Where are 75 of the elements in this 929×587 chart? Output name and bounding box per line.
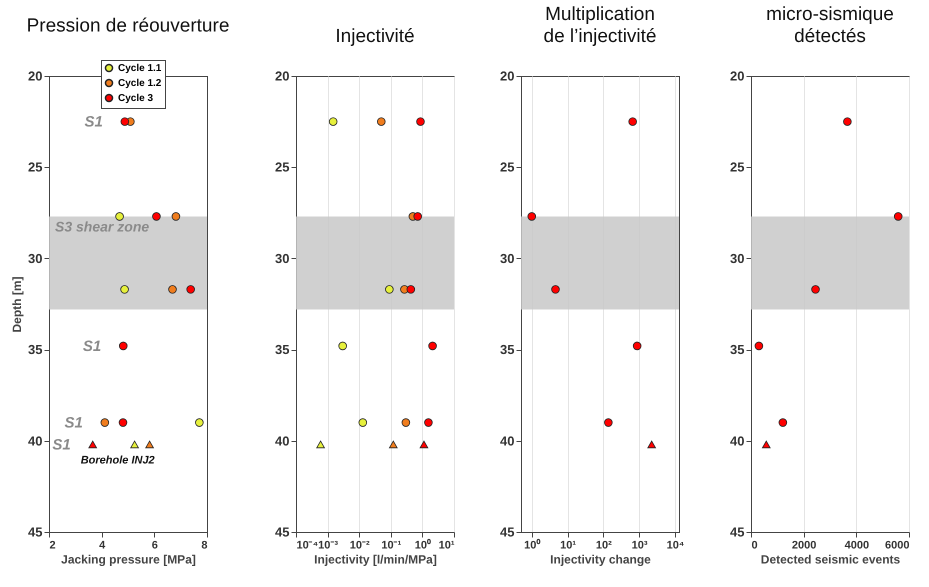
y-tick-label: 35 <box>730 342 744 358</box>
annotation: Borehole INJ2 <box>80 454 155 466</box>
y-tick-label: 20 <box>275 68 290 84</box>
point <box>186 285 195 294</box>
annotation: S1 <box>64 414 83 432</box>
y-tick-label: 45 <box>275 524 290 540</box>
y-tick-label: 40 <box>730 433 744 448</box>
point <box>152 212 161 221</box>
y-tick-label: 25 <box>275 160 290 175</box>
x-tick-label: 10⁰ <box>414 538 432 552</box>
point <box>115 212 124 221</box>
point <box>195 418 204 427</box>
x-tick-label: 10¹ <box>438 540 455 552</box>
y-tick-label: 25 <box>28 160 42 175</box>
y-tick-label: 45 <box>28 524 42 540</box>
point <box>130 440 139 448</box>
point <box>118 342 128 350</box>
x-tick-label: 10⁻³ <box>318 540 338 552</box>
y-tick-label: 20 <box>28 68 42 84</box>
legend-label: Cycle 3 <box>118 93 154 104</box>
chart-title: Injectivité <box>335 26 415 47</box>
y-tick-label: 40 <box>500 433 514 448</box>
point <box>172 212 180 221</box>
y-tick-label: 30 <box>28 250 42 266</box>
annotation: S1 <box>84 114 103 131</box>
x-tick-label: 6000 <box>885 540 910 552</box>
chart-title: Pression de réouverture <box>26 16 230 36</box>
x-tick-label: 4000 <box>844 540 870 552</box>
y-tick-label: 25 <box>500 160 514 175</box>
y-tick-label: 45 <box>730 524 744 540</box>
x-tick-label: 10³ <box>632 540 648 552</box>
x-tick-label: 6 <box>152 540 158 552</box>
y-tick-label: 30 <box>730 250 744 266</box>
y-tick-label: 40 <box>28 433 42 448</box>
y-tick-label: 30 <box>275 250 290 266</box>
x-tick-label: 10¹ <box>560 540 576 552</box>
x-tick-label: 10⁴ <box>666 540 684 552</box>
x-axis-title: Detected seismic events <box>760 552 901 566</box>
x-tick-label: 10⁻⁴ <box>296 540 318 552</box>
y-axis-title: Depth [m] <box>10 276 24 332</box>
x-tick-label: 8 <box>201 540 208 552</box>
point <box>120 285 129 294</box>
x-tick-label: 10⁰ <box>524 538 540 552</box>
x-axis-title: Injectivity change <box>550 552 652 566</box>
point <box>118 418 128 427</box>
chart-title: Multiplication de l’injectivité <box>544 4 656 47</box>
y-tick-label: 45 <box>500 524 514 540</box>
point <box>145 440 154 448</box>
x-tick-label: 2 <box>50 540 56 552</box>
y-tick-label: 20 <box>500 68 514 84</box>
x-tick-label: 10⁻¹ <box>381 540 402 552</box>
y-tick-label: 20 <box>730 68 744 84</box>
point <box>100 418 110 427</box>
x-tick-label: 2000 <box>792 540 816 552</box>
x-tick-label: 4 <box>99 540 106 552</box>
legend-label: Cycle 1.2 <box>118 78 162 89</box>
y-tick-label: 30 <box>500 250 514 266</box>
legend-label: Cycle 1.1 <box>118 63 162 74</box>
chart-title: micro-sismique détectés <box>766 4 894 47</box>
x-tick-label: 10² <box>596 540 612 552</box>
annotation: S1 <box>52 436 71 454</box>
point <box>120 117 130 126</box>
y-tick-label: 35 <box>275 342 290 358</box>
x-axis-title: Jacking pressure [MPa] <box>61 552 196 566</box>
point <box>168 285 177 294</box>
x-tick-label: 10⁻² <box>350 540 370 552</box>
y-tick-label: 35 <box>28 342 42 358</box>
point <box>88 440 97 448</box>
y-tick-label: 35 <box>500 342 514 358</box>
band-label: S3 shear zone <box>55 218 150 234</box>
y-tick-label: 40 <box>275 433 290 448</box>
x-tick-label: 0 <box>752 540 758 552</box>
annotation: S1 <box>82 338 102 355</box>
y-tick-label: 25 <box>730 160 744 175</box>
x-axis-title: Injectivity [l/min/MPa] <box>314 552 437 566</box>
